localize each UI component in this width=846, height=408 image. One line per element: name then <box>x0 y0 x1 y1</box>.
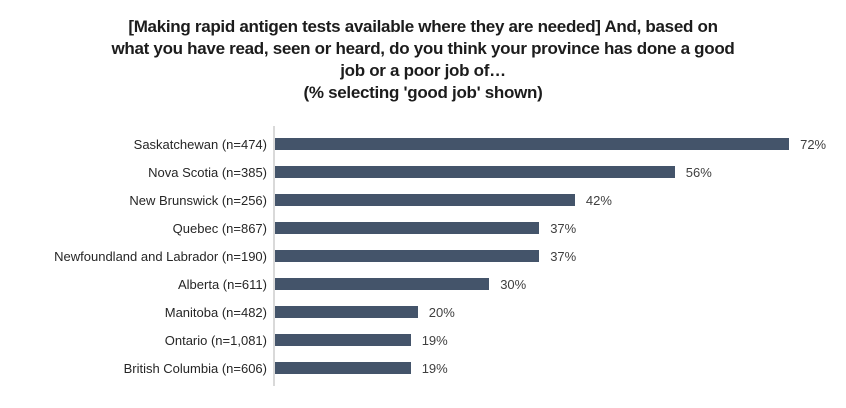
bar-new-brunswick <box>275 194 575 206</box>
bar-row: Alberta (n=611) 30% <box>0 270 846 298</box>
bar-row: New Brunswick (n=256) 42% <box>0 186 846 214</box>
value-label: 37% <box>550 248 577 264</box>
plot-area: Saskatchewan (n=474) 72% Nova Scotia (n=… <box>0 126 846 386</box>
category-label: Saskatchewan (n=474) <box>133 136 267 152</box>
value-label: 56% <box>685 164 712 180</box>
chart-title-line: job or a poor job of… <box>340 61 506 80</box>
bar-row: Newfoundland and Labrador (n=190) 37% <box>0 242 846 270</box>
value-label: 72% <box>800 136 827 152</box>
y-axis-line <box>273 126 275 386</box>
bar-manitoba <box>275 306 418 318</box>
bar-row: Nova Scotia (n=385) 56% <box>0 158 846 186</box>
bar-row: British Columbia (n=606) 19% <box>0 354 846 382</box>
value-label: 19% <box>421 360 448 376</box>
bar-row: Saskatchewan (n=474) 72% <box>0 130 846 158</box>
chart-title: [Making rapid antigen tests available wh… <box>0 0 846 104</box>
category-label: Manitoba (n=482) <box>164 304 267 320</box>
bar-row: Quebec (n=867) 37% <box>0 214 846 242</box>
value-label: 30% <box>500 276 527 292</box>
category-label: Nova Scotia (n=385) <box>148 164 267 180</box>
chart-subtitle: (% selecting 'good job' shown) <box>303 83 543 102</box>
bar-row: Ontario (n=1,081) 19% <box>0 326 846 354</box>
category-label: New Brunswick (n=256) <box>129 192 267 208</box>
chart-title-line: [Making rapid antigen tests available wh… <box>128 17 718 36</box>
category-label: Alberta (n=611) <box>177 276 267 292</box>
value-label: 19% <box>421 332 448 348</box>
bar-ontario <box>275 334 411 346</box>
bar-newfoundland-and-labrador <box>275 250 540 262</box>
value-label: 42% <box>585 192 612 208</box>
value-label: 20% <box>428 304 455 320</box>
bar-quebec <box>275 222 540 234</box>
category-label: Quebec (n=867) <box>172 220 267 236</box>
bar-row: Manitoba (n=482) 20% <box>0 298 846 326</box>
category-label: Ontario (n=1,081) <box>164 332 267 348</box>
category-label: Newfoundland and Labrador (n=190) <box>54 248 267 264</box>
chart-title-line: what you have read, seen or heard, do yo… <box>111 39 735 58</box>
value-label: 37% <box>550 220 577 236</box>
bar-nova-scotia <box>275 166 675 178</box>
category-label: British Columbia (n=606) <box>123 360 267 376</box>
bar-alberta <box>275 278 490 290</box>
bar-saskatchewan <box>275 138 790 150</box>
bar-british-columbia <box>275 362 411 374</box>
